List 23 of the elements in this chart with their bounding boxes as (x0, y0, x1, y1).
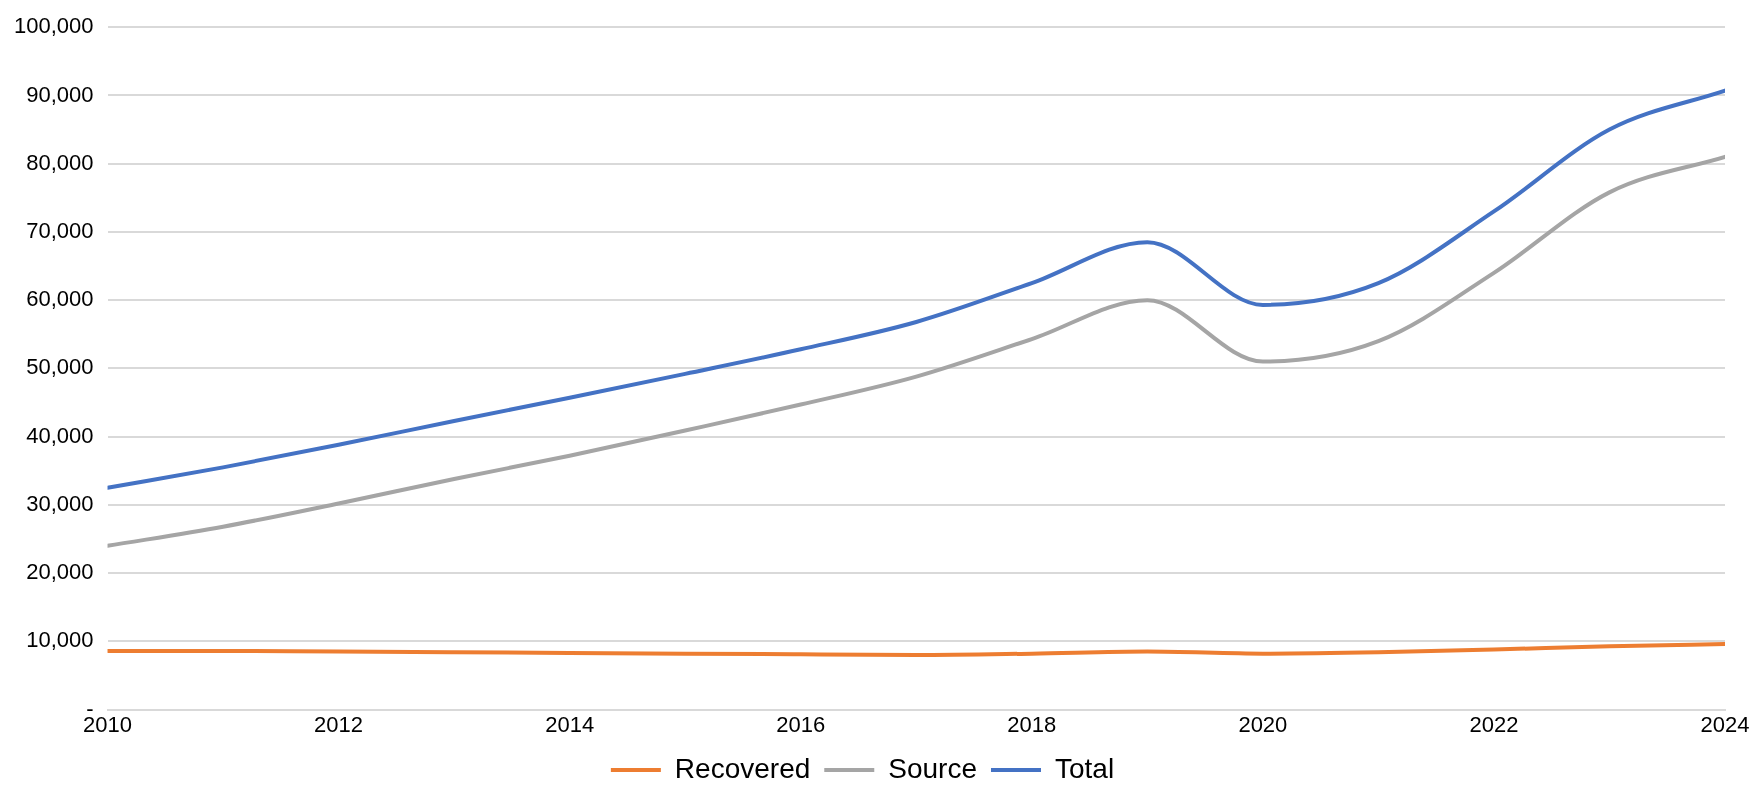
y-tick-label: 30,000 (26, 490, 94, 516)
x-tick-label: 2014 (545, 711, 595, 737)
y-tick-label: 60,000 (26, 286, 94, 312)
x-tick-label: 2022 (1469, 711, 1519, 737)
line-series (107, 154, 1725, 548)
x-tick-label: 2018 (1007, 711, 1057, 737)
y-tick-label: 70,000 (26, 217, 94, 243)
y-tick-label: 100,000 (13, 13, 94, 39)
x-tick-label: 2020 (1238, 711, 1288, 737)
legend-label: Recovered (674, 752, 811, 784)
line-series (107, 642, 1725, 658)
legend-label: Total (1054, 752, 1115, 784)
x-tick-label: 2016 (776, 711, 826, 737)
x-tick-label: 2012 (314, 711, 364, 737)
y-tick-label: 90,000 (26, 81, 94, 107)
y-tick-label: 20,000 (26, 559, 94, 585)
y-tick-label: 10,000 (26, 627, 94, 653)
line-series (107, 88, 1725, 490)
x-tick-label: 2024 (1700, 711, 1750, 737)
y-tick-label: 40,000 (26, 422, 94, 448)
legend-label: Source (888, 752, 977, 784)
y-tick-label: 50,000 (26, 354, 94, 380)
y-tick-label: 80,000 (26, 149, 94, 175)
